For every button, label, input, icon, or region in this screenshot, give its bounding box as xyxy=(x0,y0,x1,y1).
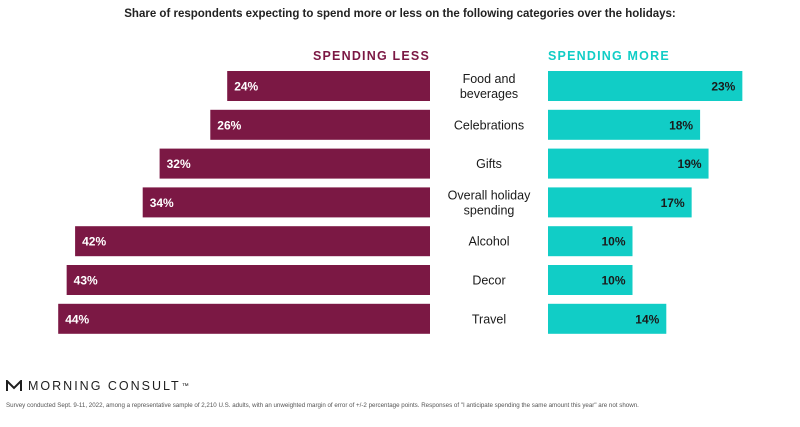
bar-spending-less xyxy=(210,109,430,140)
legend-spending-less: SPENDING LESS xyxy=(312,49,430,63)
data-label-spending-more: 10% xyxy=(601,274,625,288)
category-label-line: Decor xyxy=(472,274,505,288)
data-label-spending-less: 32% xyxy=(167,157,191,171)
category-label-line: Travel xyxy=(472,312,506,326)
data-label-spending-less: 24% xyxy=(234,80,258,94)
bar-spending-less xyxy=(75,226,430,257)
category-label-line: beverages xyxy=(460,87,518,101)
data-label-spending-more: 10% xyxy=(601,235,625,249)
category-label-line: spending xyxy=(464,203,515,217)
data-label-spending-more: 18% xyxy=(669,118,693,132)
category-label: Celebrations xyxy=(454,118,524,132)
category-label: Food and beverages xyxy=(460,72,518,101)
morning-consult-logo-icon xyxy=(6,380,22,391)
data-label-spending-less: 42% xyxy=(82,235,106,249)
category-label-line: Overall holiday xyxy=(448,188,531,202)
diverging-bar-chart: 24% 23% Food and beverages 26% 18% Celebration… xyxy=(58,71,743,334)
legend-spending-more: SPENDING MORE xyxy=(548,49,670,63)
bar-spending-less xyxy=(227,71,430,101)
brand-logo: MORNING CONSULT ™ xyxy=(6,378,189,394)
category-label-line: Alcohol xyxy=(469,235,510,249)
data-label-spending-less: 26% xyxy=(217,118,241,132)
bar-spending-less xyxy=(66,265,431,295)
category-label: Alcohol xyxy=(469,235,510,249)
data-label-spending-more: 17% xyxy=(661,196,685,210)
category-label: Travel xyxy=(472,312,506,326)
bar-spending-more xyxy=(548,265,633,295)
bar-spending-more xyxy=(548,187,692,218)
brand-name: MORNING CONSULT xyxy=(28,379,181,393)
data-label-spending-more: 19% xyxy=(678,157,702,171)
bar-spending-less xyxy=(159,148,430,179)
data-label-spending-less: 34% xyxy=(150,196,174,210)
bar-spending-more xyxy=(548,148,709,179)
data-label-spending-more: 23% xyxy=(711,80,735,94)
chart-title: Share of respondents expecting to spend … xyxy=(124,8,676,20)
footnote: Survey conducted Sept. 9-11, 2022, among… xyxy=(6,402,639,409)
bar-spending-more xyxy=(548,109,701,140)
bar-spending-more xyxy=(548,303,667,334)
data-label-spending-more: 14% xyxy=(635,312,659,326)
category-label-line: Gifts xyxy=(476,157,502,171)
data-label-spending-less: 44% xyxy=(65,312,89,326)
brand-trademark: ™ xyxy=(181,382,189,390)
category-label: Decor xyxy=(472,274,505,288)
category-label: Gifts xyxy=(476,157,502,171)
category-label-line: Food and xyxy=(463,72,516,86)
bar-spending-more xyxy=(548,226,633,257)
category-label: Overall holiday spending xyxy=(448,188,531,217)
data-label-spending-less: 43% xyxy=(74,274,98,288)
bar-spending-less xyxy=(58,303,430,334)
category-label-line: Celebrations xyxy=(454,118,524,132)
bar-spending-less xyxy=(142,187,430,218)
bar-spending-more xyxy=(548,71,743,101)
